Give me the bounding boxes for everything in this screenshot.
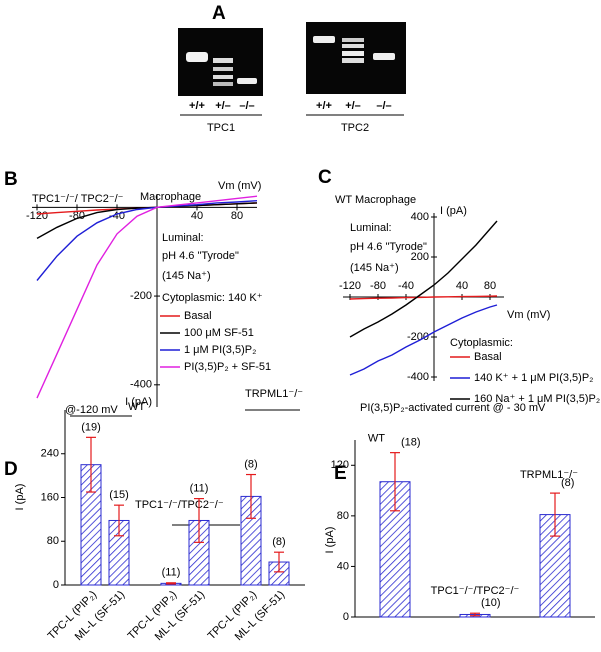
x-tick-label: -120	[339, 280, 361, 292]
lane-label: +/–	[345, 100, 361, 112]
category-label: TPC1⁻/⁻/TPC2⁻/⁻	[431, 585, 520, 597]
y-axis-label: I (pA)	[14, 484, 26, 511]
category-label: TRPML1⁻/⁻	[520, 469, 578, 481]
n-label: (8)	[272, 536, 285, 548]
y-axis-label: I (pA)	[440, 205, 467, 217]
chart-title: WT Macrophage	[335, 194, 416, 206]
y-tick-label: 80	[337, 510, 349, 522]
panel-letter: B	[4, 169, 18, 190]
y-tick-label: -200	[130, 290, 152, 302]
gel-label: TPC1	[207, 122, 235, 134]
x-tick-label: ML-L (SF-51)	[233, 589, 287, 643]
y-tick-label: 200	[411, 251, 429, 263]
x-tick-label: -80	[370, 280, 386, 292]
n-label: (8)	[244, 458, 257, 470]
legend-label: Basal	[474, 351, 502, 363]
gel-1	[178, 28, 263, 96]
n-label: (11)	[162, 567, 181, 579]
x-tick-label: -120	[26, 210, 48, 222]
legend-label: 100 μM SF-51	[184, 327, 254, 339]
x-tick-label: 40	[456, 280, 468, 292]
y-tick-label: -400	[130, 379, 152, 391]
y-tick-label: 40	[337, 560, 349, 572]
y-tick-label: 80	[47, 535, 59, 547]
lane-label: +/–	[215, 100, 231, 112]
y-tick-label: -400	[407, 371, 429, 383]
y-tick-label: 240	[41, 448, 59, 460]
series-line	[36, 195, 258, 399]
gel-label: TPC2	[341, 122, 369, 134]
lane-label: –/–	[376, 100, 391, 112]
x-tick-label: 40	[191, 210, 203, 222]
chart-subtitle: Macrophage	[140, 191, 201, 203]
series-line	[36, 200, 258, 281]
annotation: pH 4.6 "Tyrode"	[162, 250, 239, 262]
x-tick-label: 80	[231, 210, 243, 222]
y-tick-label: -200	[407, 331, 429, 343]
group-label: WT	[128, 401, 145, 413]
panel-letter: E	[334, 463, 347, 484]
category-label: WT	[368, 433, 385, 445]
panel-letter: D	[4, 459, 18, 480]
annotation: (145 Na⁺)	[162, 270, 211, 282]
legend-label: 140 K⁺ + 1 μM PI(3,5)P₂	[474, 372, 593, 384]
x-tick-label: ML-L (SF-51)	[153, 589, 207, 643]
group-label: TRPML1⁻/⁻	[245, 388, 303, 400]
gel-2	[306, 22, 406, 94]
x-tick-label: 80	[484, 280, 496, 292]
annotation: Cytoplasmic: 140 K⁺	[162, 292, 263, 304]
annotation: (145 Na⁺)	[350, 262, 399, 274]
n-label: (10)	[481, 597, 501, 609]
y-tick-label: 400	[411, 211, 429, 223]
n-label: (11)	[190, 483, 209, 495]
legend-label: Basal	[184, 310, 212, 322]
y-tick-label: 120	[331, 459, 349, 471]
y-axis-label: I (pA)	[125, 396, 152, 408]
legend-label: 160 Na⁺ + 1 μM PI(3,5)P₂	[474, 393, 600, 405]
n-label: (18)	[401, 437, 421, 449]
panel-letter: A	[212, 3, 226, 24]
n-label: (19)	[81, 421, 101, 433]
chart-title: TPC1⁻/⁻/ TPC2⁻/⁻	[32, 193, 124, 205]
panel-letter: C	[318, 167, 332, 188]
x-axis-label: Vm (mV)	[218, 180, 261, 192]
y-tick-label: 0	[53, 579, 59, 591]
annotation: Luminal:	[162, 232, 204, 244]
x-tick-label: -80	[69, 210, 85, 222]
chart-title: PI(3,5)P₂-activated current @ - 30 mV	[360, 402, 546, 414]
legend-label: 1 μM PI(3,5)P₂	[184, 344, 256, 356]
series-line	[349, 220, 498, 338]
annotation: pH 4.6 "Tyrode"	[350, 241, 427, 253]
n-label: (15)	[109, 489, 129, 501]
y-axis-label: I (pA)	[324, 527, 336, 554]
x-axis-label: Vm (mV)	[507, 309, 550, 321]
series-line	[349, 295, 498, 300]
y-tick-label: 160	[41, 491, 59, 503]
x-tick-label: -40	[398, 280, 414, 292]
x-tick-label: ML-L (SF-51)	[73, 589, 127, 643]
lane-label: +/+	[189, 100, 205, 112]
chart-title: @-120 mV	[65, 404, 118, 416]
lane-label: +/+	[316, 100, 332, 112]
annotation: Cytoplasmic:	[450, 337, 513, 349]
annotation: Luminal:	[350, 222, 392, 234]
n-label: (8)	[561, 477, 574, 489]
y-tick-label: 0	[343, 611, 349, 623]
group-label: TPC1⁻/⁻/TPC2⁻/⁻	[135, 499, 224, 511]
series-line	[349, 304, 498, 376]
lane-label: –/–	[239, 100, 254, 112]
legend-label: PI(3,5)P₂ + SF-51	[184, 361, 271, 373]
